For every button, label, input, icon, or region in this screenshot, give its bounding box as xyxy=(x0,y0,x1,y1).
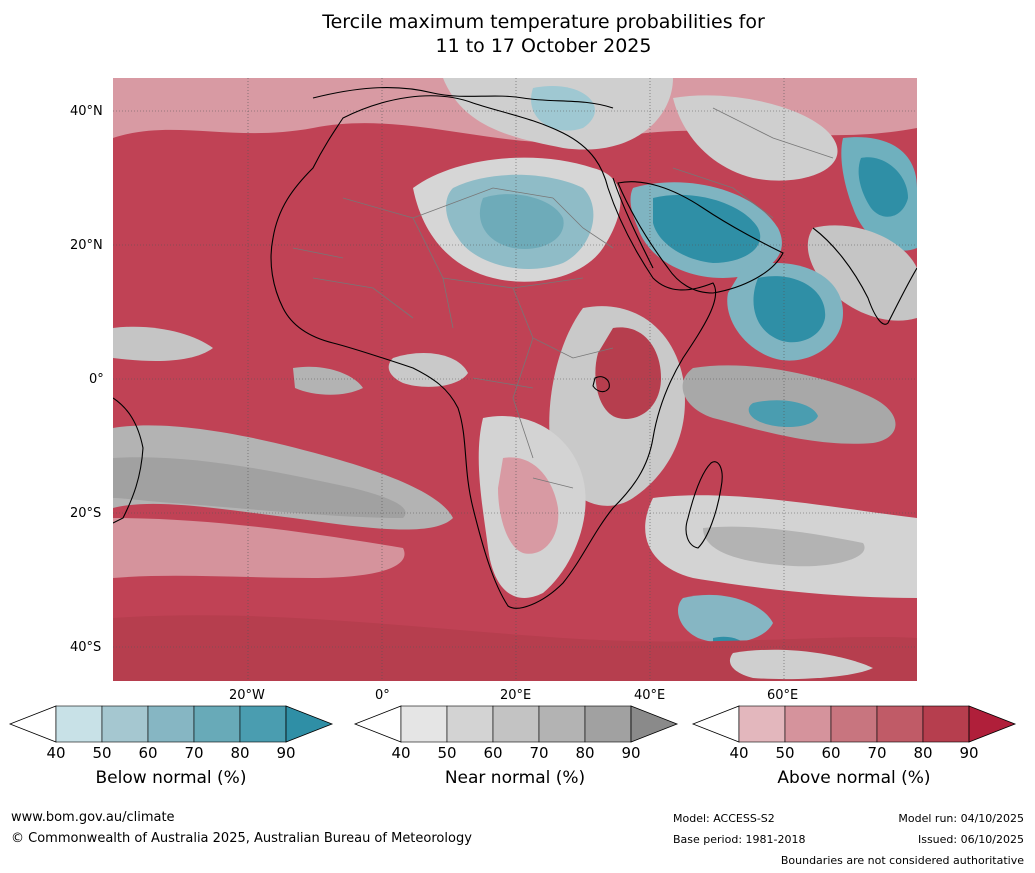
colorbar-tick-label: 60 xyxy=(483,744,503,762)
colorbar-tick-label: 80 xyxy=(230,744,250,762)
colorbar-tick-label: 70 xyxy=(529,744,549,762)
lon-label-20w: 20°W xyxy=(229,688,265,703)
colorbar-segment xyxy=(738,705,786,743)
colorbar-tick-label: 40 xyxy=(729,744,749,762)
colorbar-segment xyxy=(193,705,241,743)
colorbar-segment xyxy=(922,705,970,743)
country-borders xyxy=(292,107,834,489)
colorbar-tick-label: 50 xyxy=(775,744,795,762)
colorbar-extend-high xyxy=(968,705,1017,743)
colorbar-tick-label: 50 xyxy=(92,744,112,762)
colorbar-extend-high xyxy=(285,705,334,743)
lat-label-20n: 20°N xyxy=(70,238,103,253)
colorbar-extend-low xyxy=(8,705,57,743)
colorbar-segment xyxy=(876,705,924,743)
model-text: Model: ACCESS-S2 xyxy=(673,812,775,825)
lat-label-20s: 20°S xyxy=(70,506,102,521)
base-period-text: Base period: 1981-2018 xyxy=(673,833,806,846)
probability-map xyxy=(113,78,917,681)
colorbar-segment xyxy=(101,705,149,743)
colorbar-tick-label: 90 xyxy=(276,744,296,762)
lon-label-0: 0° xyxy=(375,688,390,703)
colorbar-below-normal xyxy=(8,705,334,743)
colorbar-segment xyxy=(584,705,632,743)
colorbar-extend-high xyxy=(630,705,679,743)
colorbar-above-normal xyxy=(691,705,1017,743)
colorbar-segment xyxy=(784,705,832,743)
colorbar-label-above: Above normal (%) xyxy=(777,768,931,788)
title-line-1: Tercile maximum temperature probabilitie… xyxy=(322,11,765,33)
colorbar-tick-label: 80 xyxy=(575,744,595,762)
colorbar-tick-label: 50 xyxy=(437,744,457,762)
title-line-2: 11 to 17 October 2025 xyxy=(435,35,652,57)
lon-label-60e: 60°E xyxy=(767,688,799,703)
map-title: Tercile maximum temperature probabilitie… xyxy=(0,10,1035,58)
colorbar-segment xyxy=(538,705,586,743)
colorbar-segment xyxy=(147,705,195,743)
colorbar-label-near: Near normal (%) xyxy=(444,768,586,788)
colorbar-extend-low xyxy=(353,705,402,743)
colorbar-segment xyxy=(239,705,287,743)
colorbar-tick-label: 70 xyxy=(184,744,204,762)
colorbar-label-below: Below normal (%) xyxy=(95,768,247,788)
colorbar-segment xyxy=(830,705,878,743)
lat-label-40n: 40°N xyxy=(70,104,103,119)
colorbar-tick-label: 90 xyxy=(621,744,641,762)
colorbar-segment xyxy=(400,705,448,743)
colorbar-segment xyxy=(446,705,494,743)
colorbar-tick-label: 90 xyxy=(959,744,979,762)
colorbar-near-normal xyxy=(353,705,679,743)
disclaimer-text: Boundaries are not considered authoritat… xyxy=(780,854,1024,867)
lat-label-equator: 0° xyxy=(89,372,104,387)
colorbar-tick-label: 40 xyxy=(46,744,66,762)
colorbar-tick-label: 60 xyxy=(138,744,158,762)
model-run-text: Model run: 04/10/2025 xyxy=(898,812,1024,825)
lat-label-40s: 40°S xyxy=(70,640,102,655)
graticule xyxy=(113,78,917,681)
lon-label-40e: 40°E xyxy=(634,688,666,703)
issued-text: Issued: 06/10/2025 xyxy=(917,833,1024,846)
colorbar-tick-label: 60 xyxy=(821,744,841,762)
coastlines xyxy=(113,87,917,609)
colorbar-extend-low xyxy=(691,705,740,743)
colorbar-tick-label: 80 xyxy=(913,744,933,762)
map-canvas xyxy=(113,78,917,681)
colorbar-segment xyxy=(492,705,540,743)
colorbar-tick-label: 70 xyxy=(867,744,887,762)
colorbar-segment xyxy=(55,705,103,743)
lon-label-20e: 20°E xyxy=(500,688,532,703)
colorbar-tick-label: 40 xyxy=(391,744,411,762)
copyright-text: © Commonwealth of Australia 2025, Austra… xyxy=(11,831,472,846)
website-link[interactable]: www.bom.gov.au/climate xyxy=(11,810,175,825)
